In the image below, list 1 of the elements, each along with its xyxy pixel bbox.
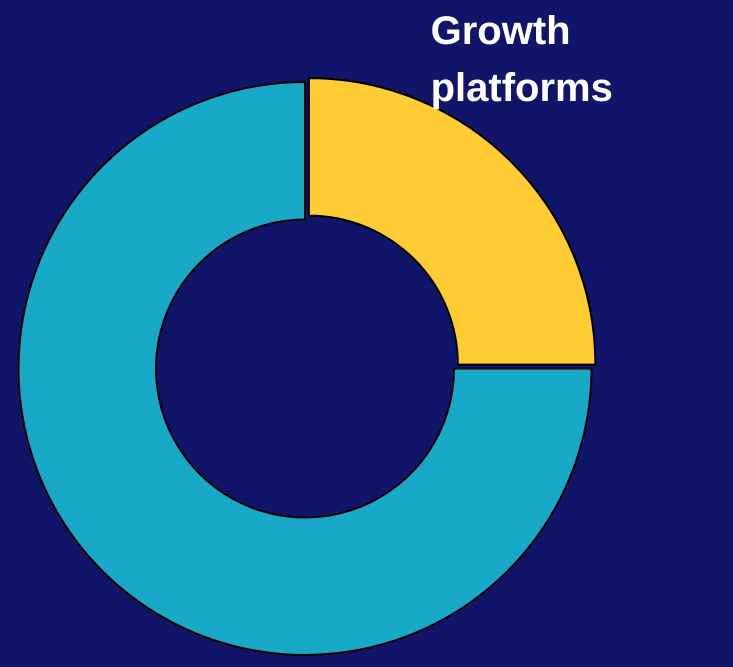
slice-label: Growth platforms xyxy=(430,9,613,110)
